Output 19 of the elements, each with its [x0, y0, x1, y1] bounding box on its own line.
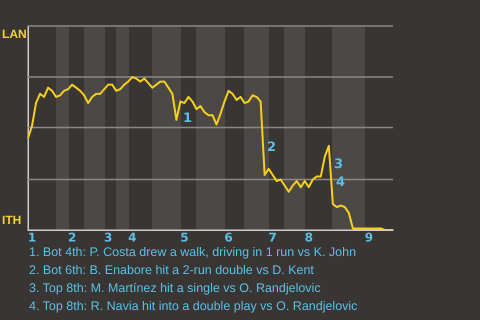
x-tick-label: 2: [68, 230, 76, 244]
text: 4. Top 8th: R. Navia hit into a double play vs O. Randjelovic: [29, 298, 358, 315]
x-tick-label: 1: [28, 230, 36, 244]
x-tick-label: 3: [104, 230, 112, 244]
x-tick-label: 8: [304, 230, 313, 244]
text: 2. Bot 6th: B. Enabore hit a 2-run double vs D. Kent: [29, 262, 315, 279]
text: 3. Top 8th: M. Martínez hit a single vs O. Randjelovic: [29, 280, 322, 297]
annotation: 4: [336, 175, 346, 191]
text: ITH: [2, 213, 22, 227]
annotation: 2: [267, 140, 276, 156]
x-tick-label: 6: [224, 230, 233, 244]
x-tick-label: 7: [268, 230, 277, 244]
annotation: 1: [183, 111, 192, 127]
annotation: 3: [334, 157, 344, 173]
x-tick-label: 5: [180, 230, 189, 244]
text: LAN: [2, 27, 27, 41]
x-tick-label: 4: [128, 230, 136, 244]
x-tick-label: 9: [364, 230, 374, 244]
text: 1. Bot 4th: P. Costa drew a walk, driving in 1 run vs K. John: [29, 244, 358, 261]
